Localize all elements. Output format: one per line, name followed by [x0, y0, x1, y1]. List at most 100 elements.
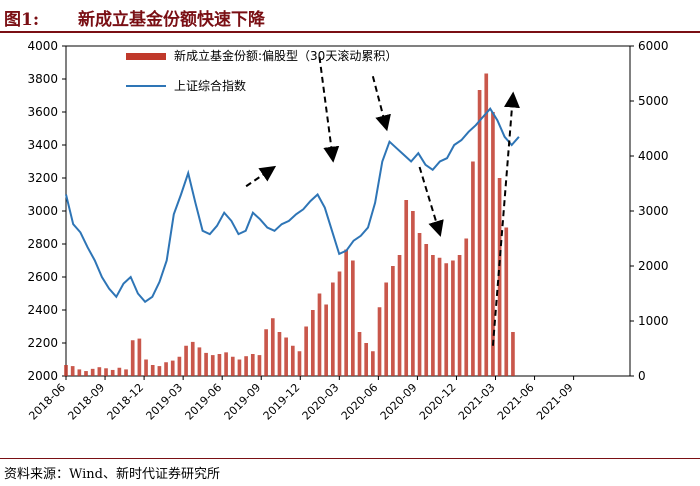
sse-index-line: [65, 107, 520, 304]
fund-share-bar: [371, 351, 375, 376]
fund-share-bar: [270, 318, 275, 376]
fund-share-bar: [190, 341, 195, 376]
figure-title: 新成立基金份额快速下降: [78, 10, 265, 30]
fund-share-bar: [297, 351, 302, 376]
fund-share-bar: [224, 352, 228, 376]
fund-share-bar: [404, 200, 409, 376]
fund-share-bar: [84, 371, 88, 376]
footer-divider: [0, 458, 700, 459]
fund-share-bar: [411, 211, 415, 376]
x-axis-label: 2019-12: [261, 381, 303, 423]
fund-share-bar: [497, 178, 502, 376]
fund-share-bar: [511, 332, 515, 376]
fund-share-bar: [164, 362, 168, 376]
right-axis-label: 1000: [638, 314, 669, 328]
right-axis-label: 2000: [638, 259, 669, 273]
x-axis-label: 2018-12: [105, 381, 147, 423]
x-axis-label: 2019-03: [144, 381, 186, 423]
fund-share-bar: [230, 356, 235, 376]
fund-share-bar: [90, 368, 95, 376]
fund-share-bar: [444, 263, 449, 376]
fund-share-bar: [484, 73, 489, 376]
fund-share-bar: [357, 332, 362, 376]
x-axis-label: 2020-06: [339, 381, 381, 423]
fund-share-bar: [70, 366, 75, 376]
fund-share-bar: [377, 307, 382, 376]
x-axis-label: 2021-09: [534, 381, 576, 423]
fund-share-bar: [417, 233, 422, 376]
fund-share-bar: [104, 368, 108, 376]
left-axis-label: 2400: [27, 303, 58, 317]
fund-share-bar: [424, 244, 429, 376]
left-axis-label: 2200: [27, 336, 58, 350]
fund-share-bar: [464, 238, 469, 376]
fund-share-bar: [437, 257, 442, 376]
trend-arrow: [491, 91, 520, 346]
fund-share-bar: [130, 340, 135, 376]
x-axis-label: 2019-06: [183, 381, 225, 423]
fund-share-bar: [304, 326, 308, 376]
x-axis-label: 2021-03: [456, 381, 498, 423]
fund-share-bar: [471, 161, 475, 376]
figure-header: 图1: 新成立基金份额快速下降: [0, 0, 700, 33]
chart-svg: 2000 2200 2400 2600 2800 3000 3200 3400 3600 3800…: [26, 39, 669, 423]
fund-share-bar: [237, 359, 242, 376]
fund-share-bar: [491, 112, 495, 376]
x-axis-label: 2020-12: [417, 381, 459, 423]
right-axis-label: 0: [638, 369, 646, 383]
left-axis-label: 3600: [27, 105, 58, 119]
fund-share-bar: [431, 255, 435, 376]
fund-share-bar: [110, 369, 115, 376]
x-axis-label: 2019-09: [222, 381, 264, 423]
fund-share-bar: [364, 343, 369, 376]
legend-line-label: 上证综合指数: [174, 78, 246, 93]
fund-share-bar: [184, 345, 188, 376]
x-axis-label: 2020-03: [300, 381, 342, 423]
fund-share-bar: [64, 365, 68, 376]
trend-arrow: [418, 166, 444, 237]
fund-share-bar: [144, 359, 148, 376]
fund-share-bar: [264, 329, 268, 376]
fund-share-bar: [137, 338, 142, 376]
fund-share-bar: [397, 255, 402, 376]
fund-share-bar: [177, 356, 182, 376]
fund-share-bar: [504, 227, 509, 376]
fund-share-bar: [244, 356, 248, 376]
fund-share-bar: [250, 354, 255, 376]
fund-share-bar: [477, 90, 482, 376]
chart-container: 2000 2200 2400 2600 2800 3000 3200 3400 3600 3800…: [0, 34, 700, 454]
fund-share-bar: [150, 365, 155, 376]
x-axis-label: 2021-06: [495, 381, 537, 423]
trend-arrow: [245, 165, 277, 188]
left-axis-label: 3200: [27, 171, 58, 185]
x-axis-label: 2020-09: [378, 381, 420, 423]
fund-share-bar: [310, 310, 315, 376]
source-note: 资料来源：Wind、新时代证券研究所: [4, 467, 220, 482]
fund-share-bar: [284, 337, 288, 376]
legend-bar-swatch: [126, 53, 166, 60]
right-axis-label: 4000: [638, 149, 669, 163]
legend-bar-label: 新成立基金份额:偏股型（30天滚动累积）: [174, 48, 397, 63]
fund-share-bar: [124, 369, 128, 376]
fund-share-bar: [344, 249, 349, 376]
fund-share-bar: [290, 345, 295, 376]
fund-share-bar: [330, 282, 335, 376]
fund-share-bar: [210, 355, 215, 376]
left-axis-label: 2800: [27, 237, 58, 251]
fund-share-bar: [317, 293, 322, 376]
fund-share-bar: [217, 354, 222, 376]
fund-share-bar: [204, 352, 208, 376]
left-axis-label: 3800: [27, 72, 58, 86]
x-axis-label: 2018-06: [26, 381, 68, 423]
fund-share-bar: [324, 304, 328, 376]
fund-share-bar: [391, 266, 395, 376]
fund-share-bar: [337, 271, 342, 376]
fund-share-bar: [384, 282, 389, 376]
left-axis-label: 3000: [27, 204, 58, 218]
right-axis-label: 5000: [638, 94, 669, 108]
left-axis-label: 2600: [27, 270, 58, 284]
left-axis-label: 2000: [27, 369, 58, 383]
fund-share-bar: [197, 347, 202, 376]
figure-number: 图1:: [4, 10, 40, 30]
fund-share-bar: [170, 360, 175, 376]
